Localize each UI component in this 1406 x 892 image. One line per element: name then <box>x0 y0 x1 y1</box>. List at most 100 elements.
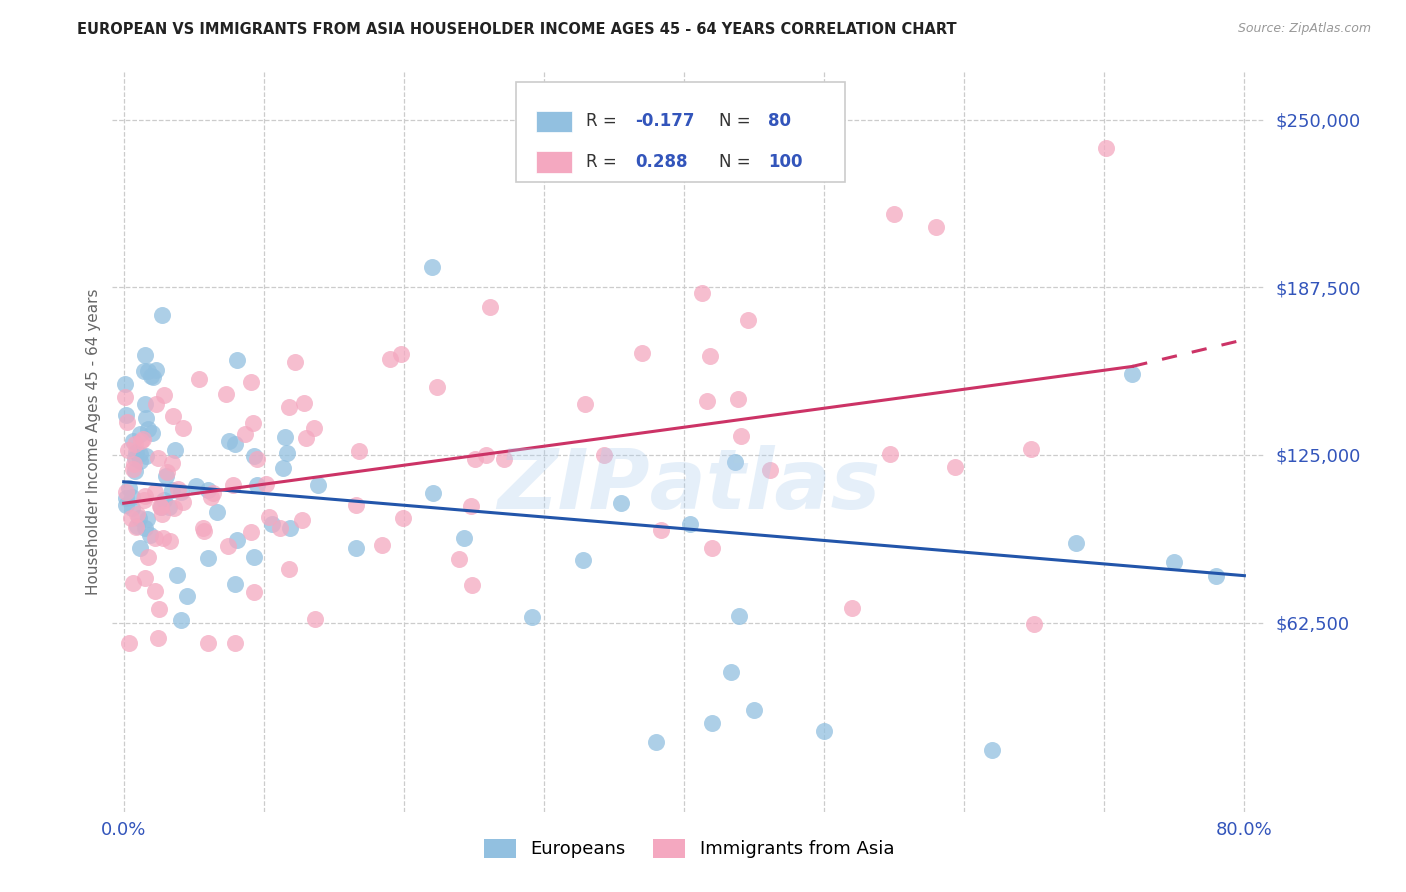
Point <box>699 349 721 363</box>
Point <box>145 484 167 499</box>
Point <box>224 436 246 450</box>
Point <box>307 477 329 491</box>
Point <box>737 312 759 326</box>
Point <box>202 486 225 500</box>
Point <box>464 452 486 467</box>
Point <box>650 523 672 537</box>
Point <box>191 521 214 535</box>
Point <box>344 499 367 513</box>
Point <box>215 386 238 401</box>
Point <box>173 495 195 509</box>
Point <box>700 716 723 731</box>
Point <box>184 479 207 493</box>
Point <box>200 490 222 504</box>
Point <box>152 492 174 507</box>
Point <box>155 468 177 483</box>
Point <box>149 499 172 513</box>
Point <box>128 510 150 524</box>
FancyBboxPatch shape <box>516 82 845 183</box>
Point <box>160 456 183 470</box>
Point <box>271 461 294 475</box>
Point <box>422 485 444 500</box>
Point <box>193 524 215 538</box>
Point <box>135 411 157 425</box>
Point <box>673 161 696 175</box>
Point <box>128 453 150 467</box>
Point <box>1121 368 1143 382</box>
Point <box>883 206 905 220</box>
Point <box>157 500 180 514</box>
Point <box>242 416 264 430</box>
Point <box>278 401 301 415</box>
Point <box>115 408 138 422</box>
Point <box>925 219 948 234</box>
Point <box>246 478 269 492</box>
Point <box>152 309 174 323</box>
Point <box>134 348 156 362</box>
Point <box>136 422 159 436</box>
Point <box>224 636 246 650</box>
Point <box>132 364 155 378</box>
Point <box>150 500 173 514</box>
Text: ZIP​atlas: ZIP​atlas <box>498 445 880 526</box>
Point <box>426 379 449 393</box>
Point <box>114 390 136 404</box>
Point <box>187 372 209 386</box>
Point <box>259 509 281 524</box>
Point <box>728 608 751 623</box>
Point <box>136 512 159 526</box>
Point <box>145 532 167 546</box>
Point <box>233 427 256 442</box>
Point <box>277 561 299 575</box>
Bar <box>536 111 572 132</box>
Text: N =: N = <box>718 112 756 130</box>
Point <box>645 735 668 749</box>
Point <box>304 612 326 626</box>
Point <box>943 459 966 474</box>
Point <box>284 355 307 369</box>
Point <box>1024 616 1046 631</box>
Point <box>162 483 184 498</box>
Point <box>156 465 179 479</box>
Legend: Europeans, Immigrants from Asia: Europeans, Immigrants from Asia <box>477 832 901 865</box>
Point <box>724 455 747 469</box>
Point <box>148 632 170 646</box>
Point <box>278 521 301 535</box>
Point <box>197 483 219 497</box>
Text: N =: N = <box>718 153 756 171</box>
Text: R =: R = <box>586 153 623 171</box>
Point <box>295 431 318 445</box>
Point <box>302 421 325 435</box>
Point <box>474 448 496 462</box>
Point <box>136 364 159 378</box>
Point <box>494 451 516 466</box>
Point <box>120 511 142 525</box>
Point <box>148 602 170 616</box>
Point <box>124 520 146 534</box>
Point <box>730 428 752 442</box>
Point <box>262 516 284 531</box>
Y-axis label: Householder Income Ages 45 - 64 years: Householder Income Ages 45 - 64 years <box>86 288 101 595</box>
Point <box>118 636 141 650</box>
Point <box>125 518 148 533</box>
Point <box>129 427 152 442</box>
Text: 0.288: 0.288 <box>634 153 688 171</box>
Point <box>449 552 471 566</box>
Point <box>720 665 742 679</box>
Point <box>115 491 138 505</box>
Point <box>727 392 749 407</box>
Point <box>166 568 188 582</box>
Point <box>246 452 269 467</box>
Point <box>197 636 219 650</box>
Point <box>150 507 173 521</box>
Point <box>742 703 765 717</box>
Point <box>276 446 298 460</box>
Point <box>1095 141 1118 155</box>
Point <box>129 434 152 448</box>
Text: R =: R = <box>586 112 623 130</box>
Point <box>132 432 155 446</box>
Point <box>115 498 138 512</box>
Point <box>759 462 782 476</box>
Point <box>115 485 138 500</box>
Point <box>572 553 595 567</box>
